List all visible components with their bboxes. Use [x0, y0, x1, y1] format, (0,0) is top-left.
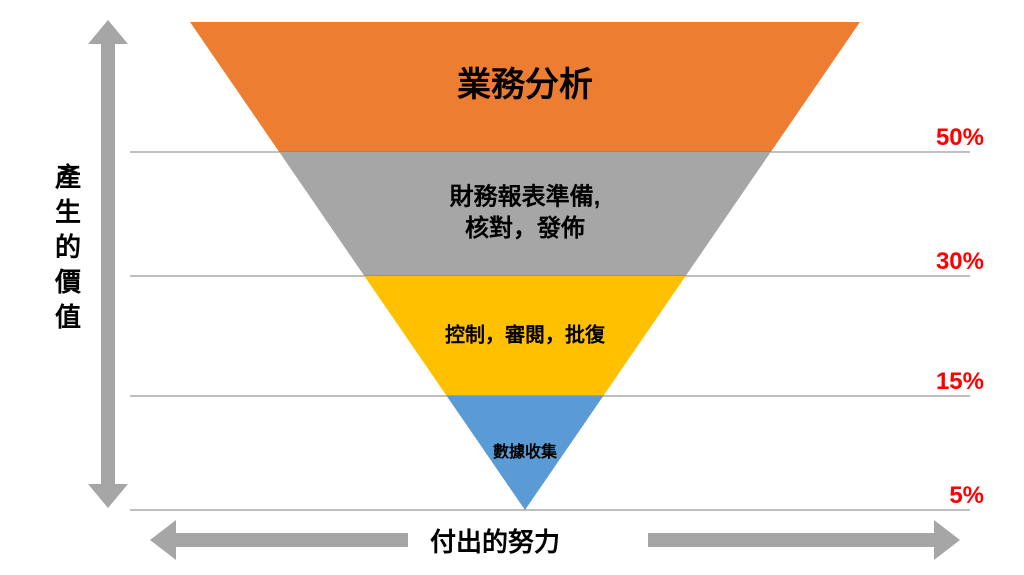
svg-text:業務分析: 業務分析	[457, 66, 593, 104]
percent-label: 5%	[949, 482, 984, 510]
percent-label: 50%	[936, 124, 984, 152]
percent-label: 15%	[936, 368, 984, 396]
svg-text:財務報表準備,: 財務報表準備,	[450, 183, 601, 211]
x-axis-label: 付出的努力	[430, 522, 560, 559]
svg-text:核對，發佈: 核對，發佈	[465, 214, 585, 242]
y-axis-label: 產生的價值	[54, 160, 82, 335]
percent-label: 30%	[936, 248, 984, 276]
funnel-diagram: 業務分析財務報表準備, 核對，發佈控制，審閱，批復數據收集	[0, 0, 1024, 575]
svg-text:控制，審閱，批復: 控制，審閱，批復	[445, 322, 606, 346]
svg-text:數據收集: 數據收集	[493, 442, 558, 461]
